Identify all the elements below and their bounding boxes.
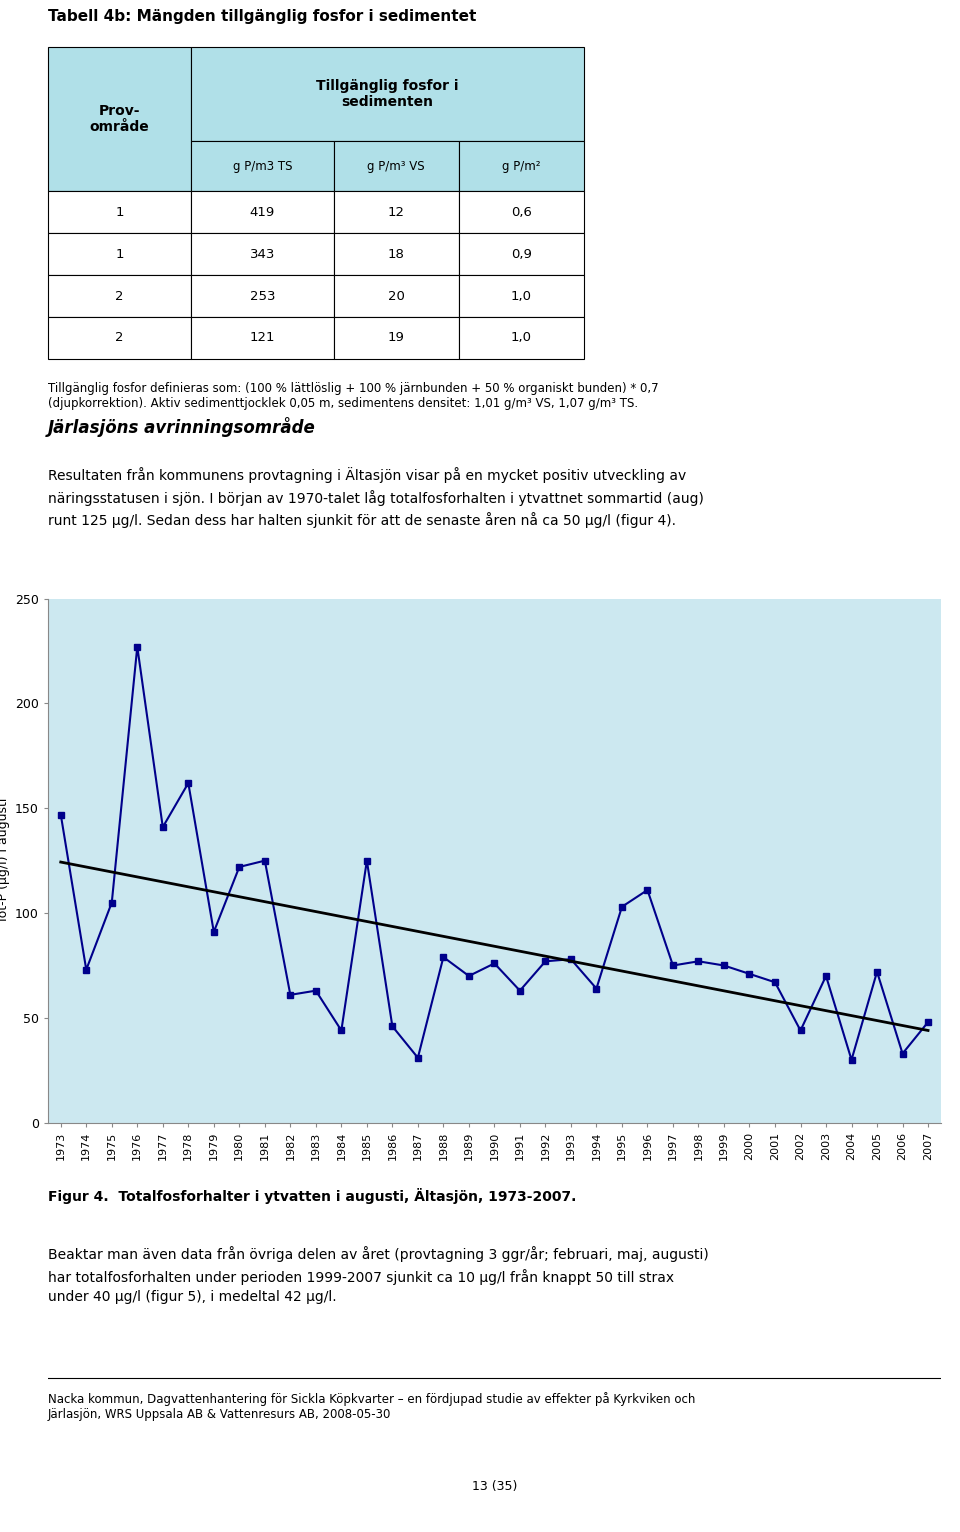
Text: 20: 20 xyxy=(388,290,404,302)
FancyBboxPatch shape xyxy=(191,233,334,276)
Text: Tillgänglig fosfor i
sedimenten: Tillgänglig fosfor i sedimenten xyxy=(316,80,459,109)
FancyBboxPatch shape xyxy=(459,317,584,358)
FancyBboxPatch shape xyxy=(334,233,459,276)
Text: 343: 343 xyxy=(250,248,275,260)
Text: Resultaten från kommunens provtagning i Ältasjön visar på en mycket positiv utve: Resultaten från kommunens provtagning i … xyxy=(48,467,704,529)
FancyBboxPatch shape xyxy=(334,141,459,192)
Text: 19: 19 xyxy=(388,331,404,345)
Text: 1: 1 xyxy=(115,248,124,260)
Text: 121: 121 xyxy=(250,331,275,345)
FancyBboxPatch shape xyxy=(48,233,191,276)
FancyBboxPatch shape xyxy=(334,192,459,233)
Text: g P/m³ VS: g P/m³ VS xyxy=(368,159,425,173)
FancyBboxPatch shape xyxy=(334,317,459,358)
FancyBboxPatch shape xyxy=(48,276,191,317)
Text: Järlasjöns avrinningsområde: Järlasjöns avrinningsområde xyxy=(48,417,316,437)
Text: 0,6: 0,6 xyxy=(511,205,532,219)
Text: g P/m3 TS: g P/m3 TS xyxy=(232,159,292,173)
FancyBboxPatch shape xyxy=(191,192,334,233)
FancyBboxPatch shape xyxy=(48,47,191,192)
FancyBboxPatch shape xyxy=(191,276,334,317)
FancyBboxPatch shape xyxy=(459,192,584,233)
Text: Figur 4.  Totalfosforhalter i ytvatten i augusti, Ältasjön, 1973-2007.: Figur 4. Totalfosforhalter i ytvatten i … xyxy=(48,1189,576,1204)
Text: 1,0: 1,0 xyxy=(511,331,532,345)
FancyBboxPatch shape xyxy=(48,192,191,233)
Text: Nacka kommun, Dagvattenhantering för Sickla Köpkvarter – en fördjupad studie av : Nacka kommun, Dagvattenhantering för Sic… xyxy=(48,1393,695,1422)
Text: 2: 2 xyxy=(115,331,124,345)
Text: 253: 253 xyxy=(250,290,275,302)
Text: Tabell 4b: Mängden tillgänglig fosfor i sedimentet: Tabell 4b: Mängden tillgänglig fosfor i … xyxy=(48,9,476,25)
Text: Tillgänglig fosfor definieras som: (100 % lättlöslig + 100 % järnbunden + 50 % o: Tillgänglig fosfor definieras som: (100 … xyxy=(48,383,659,411)
FancyBboxPatch shape xyxy=(334,276,459,317)
FancyBboxPatch shape xyxy=(459,276,584,317)
Text: Prov-
område: Prov- område xyxy=(89,104,150,135)
Text: 0,9: 0,9 xyxy=(511,248,532,260)
Text: g P/m²: g P/m² xyxy=(502,159,540,173)
Text: 1,0: 1,0 xyxy=(511,290,532,302)
FancyBboxPatch shape xyxy=(459,141,584,192)
Text: Beaktar man även data från övriga delen av året (provtagning 3 ggr/år; februari,: Beaktar man även data från övriga delen … xyxy=(48,1247,708,1304)
FancyBboxPatch shape xyxy=(191,317,334,358)
Text: 13 (35): 13 (35) xyxy=(471,1480,517,1492)
Text: 18: 18 xyxy=(388,248,404,260)
FancyBboxPatch shape xyxy=(48,317,191,358)
Text: 419: 419 xyxy=(250,205,275,219)
Text: 1: 1 xyxy=(115,205,124,219)
Text: 12: 12 xyxy=(388,205,405,219)
FancyBboxPatch shape xyxy=(459,233,584,276)
FancyBboxPatch shape xyxy=(191,47,584,141)
Text: 2: 2 xyxy=(115,290,124,302)
FancyBboxPatch shape xyxy=(191,141,334,192)
Y-axis label: Tot-P (µg/l) i augusti: Tot-P (µg/l) i augusti xyxy=(0,798,10,924)
